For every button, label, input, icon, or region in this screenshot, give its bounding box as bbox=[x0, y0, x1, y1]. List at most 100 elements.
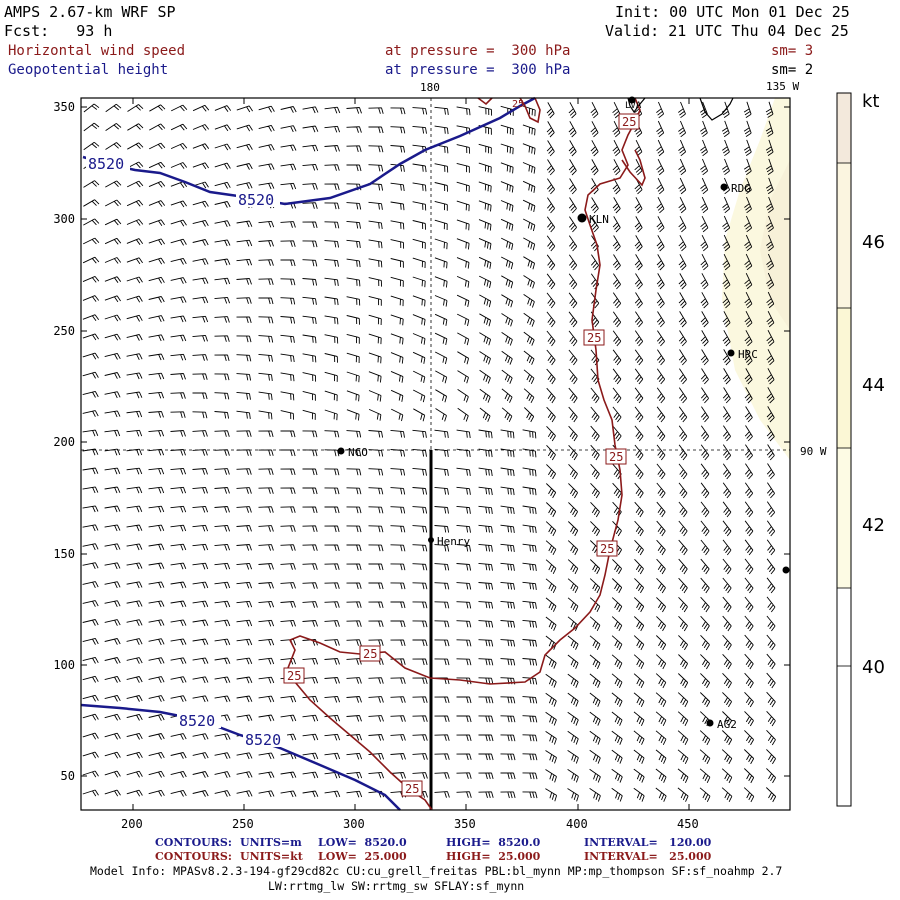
wind-barb bbox=[302, 544, 318, 551]
colorbar-label-40: 40 bbox=[862, 657, 885, 678]
wind-barb bbox=[324, 183, 340, 191]
wind-barb bbox=[170, 657, 187, 665]
wind-barb bbox=[612, 406, 622, 423]
wind-barb bbox=[567, 578, 579, 594]
wind-barb bbox=[722, 653, 732, 670]
wind-barb bbox=[722, 615, 732, 632]
wind-barb bbox=[743, 768, 755, 784]
wind-barb bbox=[434, 295, 448, 307]
wind-barb bbox=[346, 126, 362, 133]
wind-barb bbox=[567, 730, 579, 745]
wind-barb bbox=[478, 467, 493, 477]
wind-barb bbox=[236, 410, 251, 419]
wind-barb bbox=[522, 543, 537, 553]
wind-barb bbox=[522, 143, 536, 155]
wind-barb bbox=[192, 676, 209, 684]
wind-barb bbox=[82, 295, 100, 302]
height-labels: 8520 8520 8520 8520 bbox=[86, 155, 287, 749]
wind-barb bbox=[500, 696, 516, 704]
wind-barb bbox=[500, 143, 514, 155]
wind-barb bbox=[634, 501, 644, 518]
wind-barb bbox=[456, 238, 470, 250]
wind-barb bbox=[500, 753, 516, 761]
wind-barb bbox=[214, 600, 231, 608]
wind-barb bbox=[104, 257, 122, 264]
wind-barb bbox=[126, 600, 143, 608]
wind-barb bbox=[170, 430, 186, 437]
wind-barb bbox=[126, 180, 144, 188]
wind-barb bbox=[612, 120, 621, 138]
wind-barb bbox=[192, 752, 209, 759]
wind-barb bbox=[170, 257, 187, 265]
wind-barb bbox=[126, 257, 143, 265]
wind-barb bbox=[677, 730, 689, 746]
wind-barb bbox=[568, 140, 577, 157]
wind-barb bbox=[280, 430, 296, 438]
station-rdg-label: RDG bbox=[731, 182, 751, 195]
wind-barb bbox=[236, 239, 253, 247]
wind-barb bbox=[478, 162, 492, 174]
wind-barb bbox=[192, 373, 208, 380]
wind-barb bbox=[368, 506, 384, 514]
x-tick-450: 450 bbox=[677, 817, 699, 831]
speed-label-8: 25 bbox=[512, 99, 524, 110]
wind-barb bbox=[302, 409, 316, 420]
wind-barb bbox=[324, 296, 339, 306]
wind-barb bbox=[192, 771, 209, 778]
wind-barb bbox=[522, 658, 538, 666]
wind-barb bbox=[478, 562, 493, 571]
wind-barb bbox=[634, 216, 643, 233]
wind-barb bbox=[478, 791, 494, 799]
wind-barb bbox=[612, 387, 622, 404]
wind-barb bbox=[655, 730, 667, 745]
wind-barb bbox=[324, 145, 340, 152]
wind-barb bbox=[412, 696, 428, 704]
wind-barb bbox=[522, 791, 538, 799]
wind-barb bbox=[192, 543, 209, 551]
wind-barb bbox=[678, 330, 687, 347]
wind-barb bbox=[412, 257, 426, 269]
wind-barb bbox=[302, 353, 317, 363]
wind-barb bbox=[280, 106, 297, 113]
x-tick-300: 300 bbox=[343, 817, 365, 831]
wind-barb bbox=[478, 106, 493, 116]
wind-barb bbox=[324, 106, 341, 114]
plot-frame bbox=[80, 97, 791, 811]
wind-barb bbox=[302, 334, 317, 344]
wind-barb bbox=[677, 692, 689, 708]
wind-barb bbox=[434, 106, 449, 115]
wind-barb bbox=[412, 544, 428, 552]
wind-barb bbox=[82, 770, 99, 778]
wind-barb bbox=[368, 525, 384, 533]
wind-barb bbox=[590, 159, 599, 176]
wind-barb bbox=[611, 673, 623, 688]
wind-barb bbox=[678, 120, 687, 138]
wind-barb bbox=[126, 276, 143, 284]
wind-barb bbox=[280, 391, 295, 401]
wind-barb bbox=[612, 159, 621, 176]
wind-barb bbox=[456, 257, 470, 269]
wind-barb bbox=[434, 351, 448, 365]
wind-barb bbox=[456, 486, 471, 495]
wind-barb bbox=[104, 770, 121, 778]
wind-barb bbox=[324, 677, 340, 684]
wind-barb bbox=[83, 199, 100, 207]
wind-barb bbox=[766, 539, 776, 556]
wind-barb bbox=[722, 368, 731, 385]
wind-barb bbox=[567, 540, 579, 556]
model-title: AMPS 2.67-km WRF SP bbox=[4, 3, 176, 21]
wind-barb bbox=[700, 273, 709, 290]
wind-barb bbox=[743, 101, 752, 118]
wind-barb bbox=[546, 235, 556, 252]
wind-barb bbox=[700, 215, 709, 233]
wind-barb bbox=[258, 619, 275, 627]
wind-barb bbox=[500, 237, 514, 250]
wind-barb bbox=[546, 330, 556, 347]
wind-barb bbox=[258, 563, 274, 570]
wind-barb bbox=[192, 524, 209, 532]
wind-barb bbox=[258, 410, 273, 420]
wind-barb bbox=[478, 237, 492, 250]
wind-barb bbox=[302, 163, 319, 171]
wind-barb bbox=[744, 444, 753, 461]
wind-barb bbox=[700, 120, 708, 138]
